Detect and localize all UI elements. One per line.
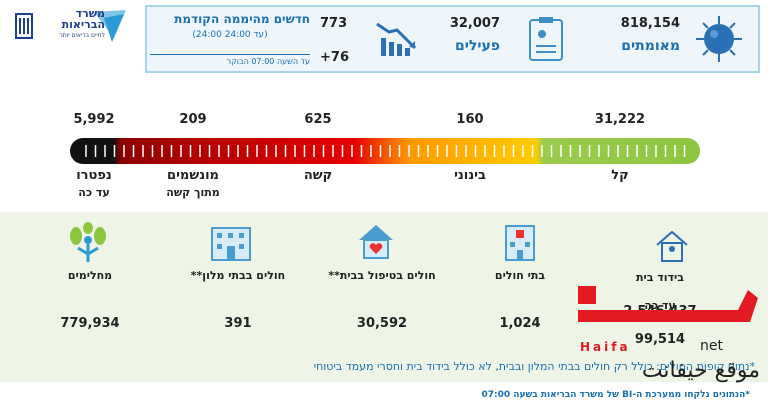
location-value-2: 99,514 <box>634 332 686 347</box>
home-icon <box>656 230 688 262</box>
severity-label: בינוני <box>454 168 486 183</box>
watermark-suffix: net <box>700 338 723 354</box>
morning-value: +76 <box>320 50 349 65</box>
virus-icon <box>696 16 742 62</box>
confirmed-label: מאומתים <box>621 38 680 54</box>
source-note: *הנתונים נלקחו ממערכת ה-BI של משרד הבריא… <box>481 390 750 400</box>
logo-tagline: לחיים בריאים יותר <box>59 32 105 39</box>
severity-label: מונשמים <box>167 168 219 183</box>
active-label: פעילים <box>455 38 500 54</box>
new-label: חדשים מהיממה הקודמת <box>174 12 310 26</box>
location-label: בידוד בית <box>636 271 684 284</box>
active-value: 32,007 <box>449 16 500 31</box>
clipboard-icon <box>529 17 563 61</box>
severity-label: קשה <box>303 168 333 183</box>
severity-bar <box>70 138 700 164</box>
logo <box>15 10 126 42</box>
severity-sub: מתוך קשה <box>166 186 220 199</box>
logo-text: משרד הבריאות <box>61 7 105 31</box>
watermark-arabic: موقع حيفانت <box>641 358 760 383</box>
severity-value: 160 <box>456 112 484 127</box>
hotel-icon <box>211 227 251 261</box>
severity-value: 5,992 <box>73 112 115 127</box>
severity-label: קל <box>611 168 629 183</box>
location-value: 391 <box>224 316 252 331</box>
location-label: חולים בטיפול בבית** <box>328 269 436 282</box>
house-care-icon <box>359 225 393 259</box>
new-value: 773 <box>320 16 348 31</box>
severity-value: 209 <box>179 112 207 127</box>
trend-icon <box>376 22 417 56</box>
new-period: (24:00 עד 24:00) <box>192 30 268 40</box>
location-label: בתי חולים <box>494 269 546 282</box>
summary-box <box>145 5 760 73</box>
hospital-icon <box>505 225 535 261</box>
recovered-icon <box>70 222 106 262</box>
location-sub: עד כה <box>644 299 676 312</box>
severity-sub: עד כה <box>78 186 110 199</box>
location-value: 779,934 <box>60 316 120 331</box>
source-strip <box>0 382 768 406</box>
footnote: *נתוני קופות החולים: כולל רק חולים בבתי … <box>313 360 755 373</box>
watermark-logo <box>578 286 758 322</box>
location-label: חולים בבתי מלון** <box>190 269 286 282</box>
location-value: 30,592 <box>356 316 408 331</box>
severity-label: נפטרו <box>76 168 112 183</box>
morning-label: עד השעה 07:00 הבוקר <box>150 54 310 66</box>
location-label: מחלימים <box>67 269 113 282</box>
severity-value: 31,222 <box>594 112 646 127</box>
location-value: 1,024 <box>499 316 541 331</box>
watermark-brand: Haifa <box>580 340 631 354</box>
severity-value: 625 <box>304 112 332 127</box>
confirmed-value: 818,154 <box>620 16 680 31</box>
